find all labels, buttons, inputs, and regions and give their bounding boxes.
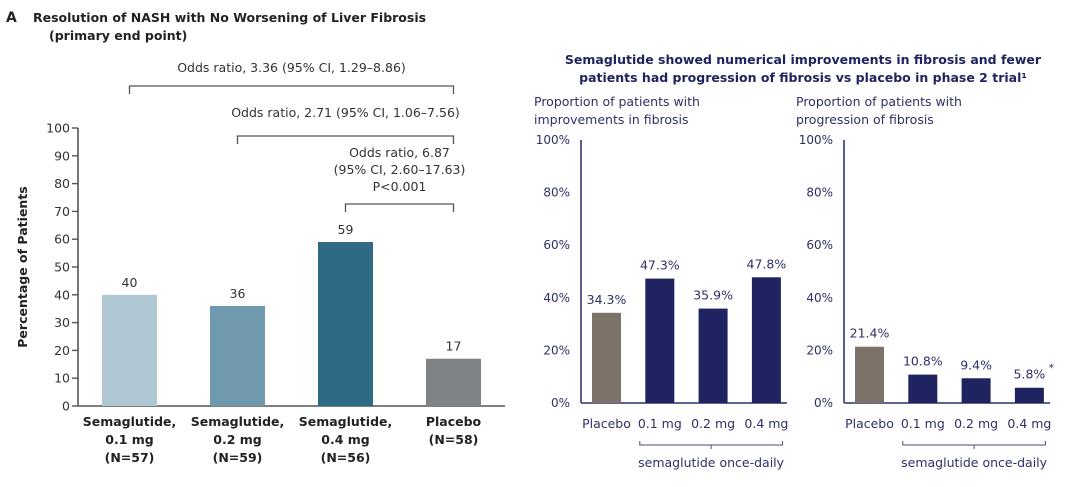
y-tick-label: 40%: [806, 291, 833, 305]
bar-value-label: 47.3%: [640, 258, 680, 273]
panel-subtitle-line1: Proportion of patients with: [534, 94, 700, 109]
y-tick-label: 0%: [551, 396, 570, 410]
panel-subtitle-line2: improvements in fibrosis: [534, 112, 689, 127]
x-category-label: (N=56): [321, 450, 371, 465]
odds-ratio-annotation: Odds ratio, 6.87: [349, 145, 450, 160]
group-label: semaglutide once-daily: [901, 455, 1048, 470]
y-tick-label: 60%: [806, 238, 833, 252]
odds-ratio-bracket: [128, 85, 455, 94]
bar-value-label: 35.9%: [693, 288, 733, 303]
group-brace: [902, 441, 1046, 449]
x-category-label: Placebo: [426, 414, 482, 429]
x-category-label: Semaglutide,: [83, 414, 177, 429]
bar: [426, 358, 481, 406]
x-category-label: Semaglutide,: [299, 414, 393, 429]
bar-value-label: 5.8%: [1014, 367, 1046, 382]
bar: [855, 346, 884, 403]
y-tick-label: 60%: [543, 238, 570, 252]
y-tick-label: 90: [54, 148, 70, 163]
bar-value-label: 10.8%: [903, 354, 943, 369]
y-tick-label: 0: [62, 399, 70, 414]
panel-a-title-line2: (primary end point): [49, 28, 187, 43]
bar-value-label: 47.8%: [747, 256, 787, 271]
y-tick-label: 80%: [806, 186, 833, 200]
y-tick-label: 40: [54, 287, 70, 302]
y-tick-label: 30: [54, 315, 70, 330]
bar: [645, 278, 675, 403]
y-axis-label: Percentage of Patients: [15, 186, 30, 347]
bar-value-label: 9.4%: [960, 357, 992, 372]
bar-value-label: 59: [338, 222, 354, 237]
panel-subtitle-line1: Proportion of patients with: [796, 94, 962, 109]
odds-ratio-annotation: P<0.001: [373, 179, 427, 194]
bar-value-label: 34.3%: [587, 292, 627, 307]
bar-value-label: 17: [446, 339, 462, 354]
x-category-label: (N=59): [213, 450, 263, 465]
y-tick-label: 40%: [543, 291, 570, 305]
group-label: semaglutide once-daily: [638, 455, 785, 470]
x-category-label: 0.2 mg: [691, 416, 735, 431]
bar: [210, 305, 265, 406]
x-category-label: Placebo: [582, 416, 631, 431]
x-category-label: 0.1 mg: [638, 416, 682, 431]
y-tick-label: 20%: [543, 343, 570, 357]
chart-fibrosis-progression: Proportion of patients with progression o…: [796, 94, 1055, 470]
bar: [102, 294, 157, 406]
odds-ratio-annotation: (95% CI, 2.60–17.63): [334, 162, 466, 177]
bar: [698, 308, 728, 403]
x-category-label: (N=57): [105, 450, 155, 465]
bar: [1014, 387, 1044, 403]
x-category-label: Semaglutide,: [191, 414, 285, 429]
y-tick-label: 60: [54, 232, 70, 247]
y-tick-label: 20%: [806, 343, 833, 357]
panel-letter: A: [6, 10, 17, 26]
x-category-label: 0.1 mg: [105, 432, 153, 447]
bar: [318, 241, 373, 406]
panel-subtitle-line2: progression of fibrosis: [796, 112, 934, 127]
group-brace: [639, 441, 783, 449]
odds-ratio-bracket: [344, 203, 455, 212]
chart-primary-endpoint: Percentage of Patients 0 10 20 30 40 50 60 70 80 9…: [15, 60, 505, 465]
y-tick-label: 80%: [543, 186, 570, 200]
y-tick-label: 10: [54, 371, 70, 386]
y-tick-label: 0%: [814, 396, 833, 410]
x-category-label: 0.2 mg: [954, 416, 998, 431]
odds-ratio-annotation: Odds ratio, 3.36 (95% CI, 1.29–8.86): [177, 60, 406, 75]
x-category-label: 0.1 mg: [901, 416, 945, 431]
x-category-label: 0.4 mg: [1007, 416, 1051, 431]
chart-fibrosis-improvement: Proportion of patients with improvements …: [534, 94, 788, 470]
y-tick-label: 100: [46, 121, 70, 136]
significance-asterisk: *: [1049, 362, 1055, 375]
panel-a-title-line1: Resolution of NASH with No Worsening of …: [33, 10, 426, 25]
y-tick-label: 100%: [536, 133, 570, 147]
bar-value-label: 40: [122, 275, 138, 290]
y-tick-label: 100%: [799, 133, 833, 147]
bar: [592, 312, 621, 403]
panel-b-heading-line2: patients had progression of fibrosis vs …: [579, 70, 1027, 85]
bar: [908, 374, 938, 403]
bar: [751, 277, 781, 403]
y-tick-label: 80: [54, 176, 70, 191]
x-category-label: 0.4 mg: [321, 432, 369, 447]
odds-ratio-bracket: [236, 135, 455, 144]
bar-value-label: 21.4%: [850, 326, 890, 341]
x-category-label: 0.4 mg: [744, 416, 788, 431]
y-tick-label: 50: [54, 260, 70, 275]
x-category-label: 0.2 mg: [213, 432, 261, 447]
panel-b-heading-line1: Semaglutide showed numerical improvement…: [565, 52, 1042, 67]
x-category-label: (N=58): [429, 432, 479, 447]
y-tick-label: 70: [54, 204, 70, 219]
bar-value-label: 36: [230, 286, 246, 301]
x-category-label: Placebo: [845, 416, 894, 431]
bar: [961, 378, 991, 403]
odds-ratio-annotation: Odds ratio, 2.71 (95% CI, 1.06–7.56): [231, 105, 460, 120]
y-tick-label: 20: [54, 343, 70, 358]
